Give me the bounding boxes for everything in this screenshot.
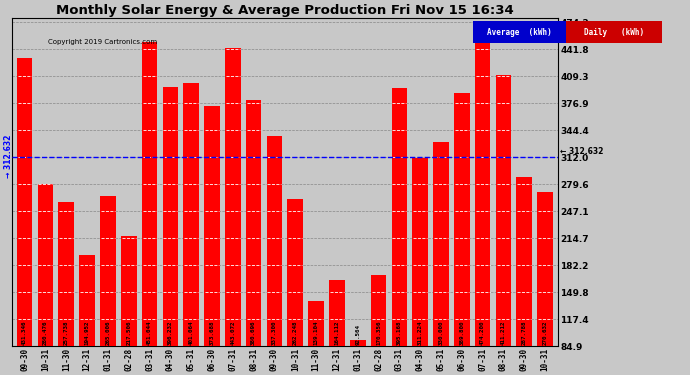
Bar (454, 93, 470, 346)
Bar (59, 202, 74, 346)
Text: ← 312.632: ← 312.632 (560, 147, 603, 156)
Title: Monthly Solar Energy & Average Production Fri Nov 15 16:34: Monthly Solar Energy & Average Productio… (56, 4, 514, 17)
Bar (100, 196, 116, 346)
Bar (38, 183, 53, 346)
Bar (266, 136, 282, 346)
Bar (17, 58, 32, 346)
Bar (308, 301, 324, 346)
Text: Daily   (kWh): Daily (kWh) (584, 28, 644, 37)
Text: 337.300: 337.300 (272, 321, 277, 345)
Bar (413, 158, 428, 347)
Bar (517, 177, 532, 346)
Text: 287.788: 287.788 (522, 321, 526, 345)
Bar (225, 48, 241, 346)
Text: 389.800: 389.800 (460, 321, 464, 345)
Text: 262.248: 262.248 (293, 321, 298, 345)
Bar (79, 255, 95, 346)
Bar (350, 340, 366, 346)
Bar (475, 22, 491, 347)
Bar (141, 42, 157, 346)
Bar (184, 83, 199, 346)
Text: 474.200: 474.200 (480, 321, 485, 345)
Bar (163, 87, 178, 346)
Text: 170.356: 170.356 (376, 321, 381, 345)
Text: 396.232: 396.232 (168, 321, 173, 345)
Bar (433, 142, 448, 346)
Text: 280.476: 280.476 (43, 321, 48, 345)
Text: 330.000: 330.000 (439, 321, 444, 345)
Text: 411.212: 411.212 (501, 321, 506, 345)
Text: 311.224: 311.224 (417, 321, 423, 345)
Bar (121, 236, 137, 346)
Bar (204, 106, 220, 346)
Text: 217.506: 217.506 (126, 321, 131, 345)
Text: 164.112: 164.112 (335, 321, 339, 345)
Bar (329, 280, 345, 346)
Text: 431.346: 431.346 (22, 321, 27, 345)
Text: 194.952: 194.952 (85, 321, 90, 345)
Text: 401.064: 401.064 (188, 321, 194, 345)
Text: 380.696: 380.696 (251, 321, 256, 345)
Text: 443.072: 443.072 (230, 321, 235, 345)
Bar (246, 100, 262, 346)
Text: 257.738: 257.738 (63, 321, 69, 345)
Bar (495, 75, 511, 347)
Text: 395.168: 395.168 (397, 321, 402, 345)
Text: 139.104: 139.104 (314, 321, 319, 345)
Bar (288, 199, 303, 346)
Text: 373.688: 373.688 (210, 321, 215, 345)
Text: Copyright 2019 Cartronics.com: Copyright 2019 Cartronics.com (48, 39, 157, 45)
Text: 92.564: 92.564 (355, 324, 360, 345)
Bar (538, 192, 553, 346)
Text: 265.006: 265.006 (106, 321, 110, 345)
Bar (392, 88, 407, 346)
Text: 451.044: 451.044 (147, 321, 152, 345)
Text: → 312.632: → 312.632 (4, 135, 13, 178)
Bar (371, 275, 386, 346)
Text: 270.632: 270.632 (542, 321, 548, 345)
Text: Average  (kWh): Average (kWh) (487, 28, 551, 37)
